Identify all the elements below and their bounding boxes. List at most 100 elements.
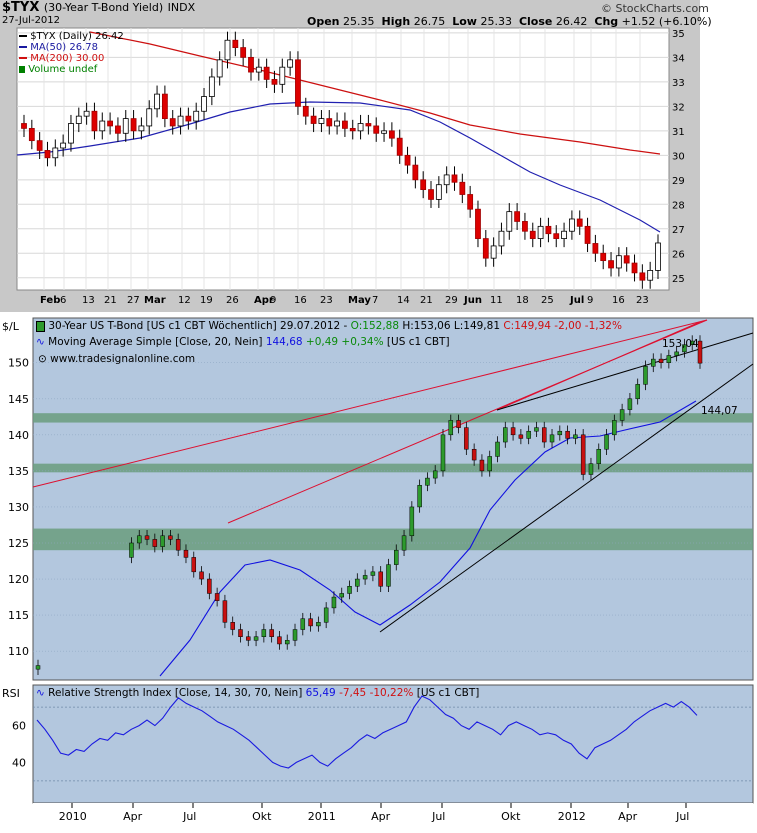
bond-candle-body xyxy=(370,571,376,576)
top-candle-body xyxy=(224,39,231,61)
bond-candle-body xyxy=(300,618,306,630)
trend-line xyxy=(379,363,754,633)
top-candle-body xyxy=(490,245,497,259)
bond-candle-body xyxy=(401,535,407,551)
bond-candle-body xyxy=(432,470,438,479)
top-candle-body xyxy=(482,238,489,259)
label-ma: 144,07 xyxy=(701,405,738,417)
top-candle-body xyxy=(130,118,137,132)
bond-candle-body xyxy=(612,420,617,436)
bond-candle-body xyxy=(269,629,274,637)
top-candle-body xyxy=(435,184,442,200)
top-candle-body xyxy=(498,230,505,247)
bond-y-tick: 135 xyxy=(8,465,29,478)
bond-candle-body xyxy=(510,427,516,436)
bond-candle-body xyxy=(222,600,228,623)
top-candle-body xyxy=(326,118,333,127)
top-candle-body xyxy=(381,130,387,134)
top-candle-body xyxy=(122,118,129,134)
top-candle-body xyxy=(75,115,82,124)
bond-candle-body xyxy=(362,575,368,580)
top-candle-body xyxy=(529,230,536,239)
bond-candle-body xyxy=(549,434,555,443)
top-date: 27-Jul-2012 xyxy=(2,15,61,26)
top-candle-body xyxy=(467,194,474,210)
top-candle-body xyxy=(404,154,411,166)
bond-candle-body xyxy=(355,578,360,587)
top-candle-body xyxy=(201,96,207,112)
top-candle-body xyxy=(21,123,27,129)
top-candle-body xyxy=(357,123,364,132)
top-candle-body xyxy=(107,120,113,127)
bond-candle-body xyxy=(394,549,399,565)
top-candle-body xyxy=(60,142,67,149)
top-candle-body xyxy=(154,93,160,110)
bottom-x-tick: 2010 xyxy=(59,810,87,823)
top-candle-body xyxy=(553,233,560,239)
top-candle-body xyxy=(216,59,223,78)
legend-volume: Volume undef xyxy=(19,64,124,75)
bottom-x-tick: Okt xyxy=(252,810,272,823)
top-x-tick: 11 xyxy=(490,295,503,306)
top-x-tick: 29 xyxy=(445,295,458,306)
bond-candle-body xyxy=(627,398,633,410)
bottom-x-tick: Apr xyxy=(123,810,143,823)
resistance-line xyxy=(32,319,708,488)
top-y-tick: 30 xyxy=(672,151,685,162)
bond-candle-body xyxy=(518,434,524,439)
top-x-tick: Jun xyxy=(463,295,482,306)
rsi-polyline xyxy=(36,695,698,769)
top-x-tick: 16 xyxy=(294,295,307,306)
top-candle-body xyxy=(349,127,356,132)
bond-candle-body xyxy=(557,430,563,436)
bond-candle-body xyxy=(168,535,173,540)
top-candle-body xyxy=(608,260,614,269)
top-candle-body xyxy=(443,174,450,186)
top-candle-body xyxy=(655,242,661,271)
rsi-y-tick: 60 xyxy=(12,720,26,733)
bond-candle-body xyxy=(378,571,383,587)
top-candle-body xyxy=(631,262,638,274)
bond-y-tick: 150 xyxy=(8,357,29,370)
bond-candles xyxy=(35,335,703,675)
bond-candle-body xyxy=(386,564,391,587)
bond-candle-body xyxy=(689,340,695,345)
bond-y-tick: 125 xyxy=(8,537,29,550)
bottom-x-tick: Apr xyxy=(618,810,638,823)
support-zone xyxy=(33,528,753,551)
top-grid xyxy=(17,28,669,290)
bond-candle-body xyxy=(136,535,142,544)
bond-candle-body xyxy=(261,629,267,637)
top-candle-body xyxy=(295,59,301,107)
top-candle-body xyxy=(302,105,309,117)
bond-candle-body xyxy=(230,622,235,630)
top-x-tick: May xyxy=(348,295,371,306)
ma20-line xyxy=(159,400,697,677)
bottom-x-tick: Okt xyxy=(501,810,521,823)
top-candle-body xyxy=(615,255,622,269)
bottom-x-tick: 2012 xyxy=(558,810,586,823)
bond-candle-body xyxy=(666,355,672,363)
rsi-y-axis: 60 40 xyxy=(12,720,26,770)
bond-candle-body xyxy=(658,358,664,363)
bottom-x-tick: 2011 xyxy=(308,810,336,823)
support-zone xyxy=(33,463,753,473)
top-candle-body xyxy=(91,110,98,132)
rsi-plot-area xyxy=(32,684,754,804)
top-candle-body xyxy=(592,243,599,254)
legend-daily: $TYX (Daily) 26.42 xyxy=(19,31,124,42)
bond-candle-body xyxy=(292,629,298,641)
ma50-line xyxy=(16,101,661,233)
top-x-tick: 27 xyxy=(127,295,140,306)
top-candle-body xyxy=(44,150,51,159)
bond-candle-body xyxy=(541,427,547,443)
bond-candle-body xyxy=(596,448,602,464)
top-x-tick: 23 xyxy=(320,295,333,306)
top-candle-body xyxy=(193,110,200,122)
bond-candle-body xyxy=(674,351,679,356)
top-plot-area xyxy=(16,27,670,291)
top-candle-body xyxy=(342,120,348,129)
bond-ma xyxy=(159,400,697,677)
